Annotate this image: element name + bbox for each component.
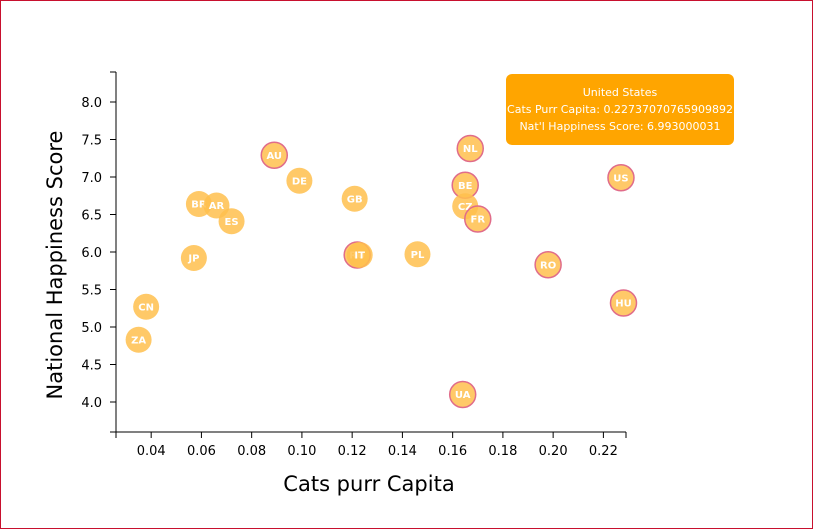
- tooltip-country: United States: [582, 86, 658, 99]
- x-tick-label: 0.08: [237, 444, 266, 459]
- data-point-cn[interactable]: CN: [133, 293, 160, 320]
- data-point-label: AR: [209, 201, 225, 212]
- data-point-ua[interactable]: UA: [448, 380, 477, 409]
- x-axis: 0.04 0.06 0.08 0.10 0.12 0.14 0.16 0.18 0.20 0.22: [115, 431, 627, 459]
- x-tick-label: 0.18: [488, 444, 517, 459]
- data-point-es[interactable]: ES: [218, 208, 245, 235]
- x-tick-label: 0.16: [438, 444, 467, 459]
- data-point-us[interactable]: US: [607, 164, 635, 192]
- y-tick-label: 5.0: [81, 321, 102, 336]
- data-point-label: CN: [138, 302, 154, 313]
- tooltip: United States Cats Purr Capita: 0.227370…: [506, 74, 734, 145]
- data-point-gb[interactable]: GB: [341, 185, 368, 212]
- x-tick-label: 0.10: [287, 444, 316, 459]
- data-point-label: ZA: [131, 335, 146, 346]
- data-point-de[interactable]: DE: [286, 167, 313, 194]
- y-axis: 4.0 4.5 5.0 5.5 6.0 6.5 7.0 7.5 8.0: [81, 71, 117, 433]
- x-tick-label: 0.22: [589, 444, 618, 459]
- y-tick-label: 7.5: [81, 134, 102, 149]
- data-point-marker[interactable]: [133, 293, 160, 320]
- x-tick-label: 0.12: [338, 444, 367, 459]
- data-point-label: AU: [266, 151, 282, 162]
- data-point-marker[interactable]: [286, 167, 313, 194]
- x-tick-label: 0.14: [388, 444, 417, 459]
- data-point-marker[interactable]: [180, 245, 207, 271]
- x-tick-label: 0.06: [187, 444, 216, 459]
- data-point-label: US: [613, 173, 628, 184]
- data-point-marker[interactable]: [448, 380, 477, 409]
- y-tick-label: 6.5: [81, 209, 102, 224]
- x-axis-title: Cats purr Capita: [283, 472, 454, 496]
- data-point-marker[interactable]: [218, 208, 245, 235]
- data-point-label: HU: [615, 299, 632, 310]
- y-tick-label: 6.0: [81, 246, 102, 261]
- data-point-label: PL: [411, 250, 425, 261]
- y-tick-label: 5.5: [81, 284, 102, 299]
- data-point-marker[interactable]: [341, 185, 368, 212]
- data-point-marker[interactable]: [125, 326, 152, 353]
- data-point-label: UA: [455, 390, 471, 401]
- data-point-label: JP: [187, 254, 199, 265]
- x-tick-label: 0.20: [539, 444, 568, 459]
- data-point-marker[interactable]: [607, 164, 635, 192]
- tooltip-happiness-score: Nat'l Happiness Score: 6.993000031: [519, 120, 721, 133]
- x-tick-label: 0.04: [137, 444, 166, 459]
- y-tick-label: 4.0: [81, 396, 102, 411]
- data-point-hu[interactable]: HU: [609, 289, 638, 317]
- data-point-marker[interactable]: [464, 205, 492, 233]
- data-point-marker[interactable]: [346, 242, 373, 268]
- data-point-nl[interactable]: NL: [456, 134, 484, 163]
- data-point-label: GB: [347, 194, 363, 205]
- data-point-marker[interactable]: [456, 134, 484, 163]
- data-point-pl[interactable]: PL: [404, 241, 431, 268]
- y-tick-label: 8.0: [81, 96, 102, 111]
- data-point-it[interactable]: IT: [346, 242, 373, 268]
- data-points: AUDEGBNLBECZFRUSBRARESJPRUITPLROCNZAHUUA: [125, 134, 638, 409]
- y-tick-label: 7.0: [81, 171, 102, 186]
- y-axis-title: National Happiness Score: [43, 131, 67, 400]
- data-point-label: RO: [540, 260, 556, 271]
- data-point-label: FR: [471, 215, 486, 226]
- data-point-label: DE: [292, 176, 307, 187]
- data-point-jp[interactable]: JP: [180, 245, 207, 271]
- data-point-label: BR: [191, 200, 207, 211]
- data-point-ro[interactable]: RO: [534, 251, 562, 279]
- data-point-label: ES: [225, 217, 239, 228]
- data-point-label: NL: [463, 144, 478, 155]
- data-point-label: BE: [458, 181, 473, 192]
- data-point-marker[interactable]: [404, 241, 431, 268]
- tooltip-cats-purr-capita: Cats Purr Capita: 0.22737070765909892: [507, 103, 733, 116]
- y-tick-label: 4.5: [81, 359, 102, 374]
- data-point-au[interactable]: AU: [260, 141, 289, 169]
- data-point-marker[interactable]: [609, 289, 638, 317]
- data-point-marker[interactable]: [260, 141, 289, 169]
- data-point-label: IT: [354, 251, 365, 262]
- data-point-label: CZ: [458, 202, 473, 213]
- data-point-fr[interactable]: FR: [464, 205, 492, 233]
- data-point-marker[interactable]: [534, 251, 562, 279]
- data-point-za[interactable]: ZA: [125, 326, 152, 353]
